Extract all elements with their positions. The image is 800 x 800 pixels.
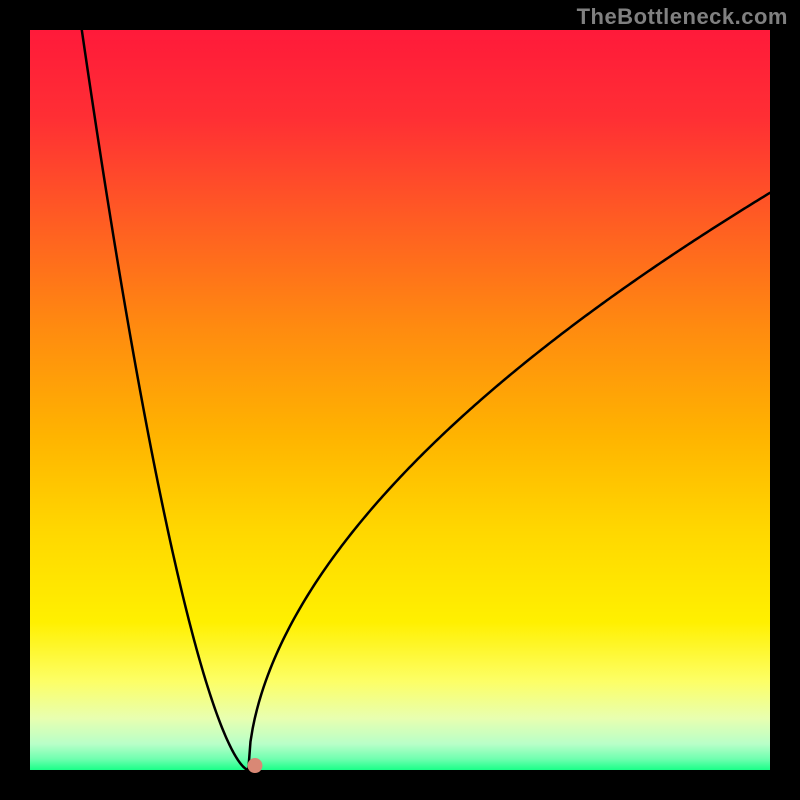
- watermark-text: TheBottleneck.com: [577, 4, 788, 30]
- chart-svg: [0, 0, 800, 800]
- optimum-marker: [248, 759, 262, 773]
